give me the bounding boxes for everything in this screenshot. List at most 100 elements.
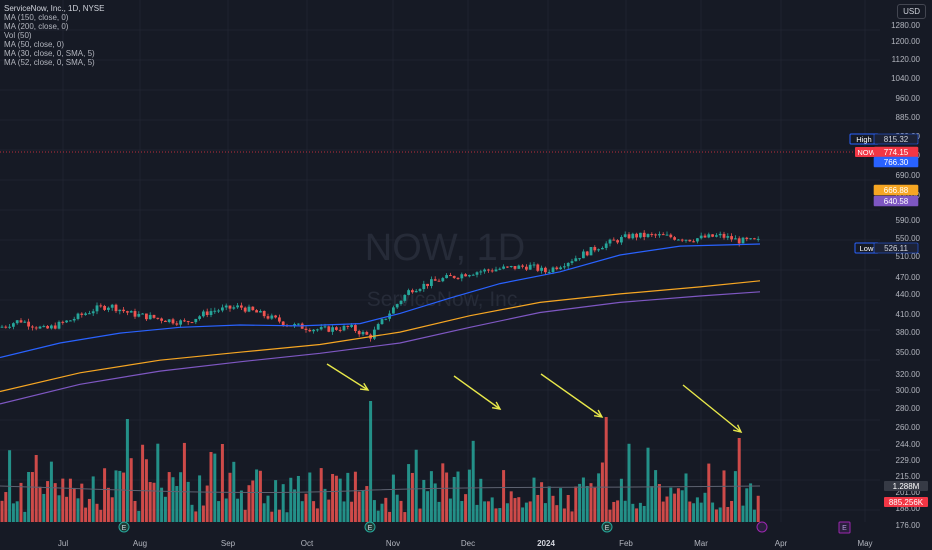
candle-body xyxy=(654,234,657,236)
candle-body xyxy=(57,321,61,329)
price-marker-value: 774.15 xyxy=(884,148,909,157)
volume-bar xyxy=(350,501,354,522)
volume-bar xyxy=(452,476,456,522)
volume-bar xyxy=(471,440,475,522)
volume-bar xyxy=(733,471,737,522)
volume-bar xyxy=(308,472,312,522)
volume-bar xyxy=(619,478,623,522)
volume-bar xyxy=(220,443,224,522)
candles xyxy=(0,230,760,342)
candle-body xyxy=(12,323,15,327)
candle-body xyxy=(570,261,574,263)
annotation-arrow xyxy=(453,375,501,410)
y-tick-label: 201.00 xyxy=(896,488,921,497)
volume-bar xyxy=(163,496,167,522)
candle-body xyxy=(61,321,65,323)
legend-line[interactable]: MA (52, close, 0, SMA, 5) xyxy=(4,58,95,67)
volume-bar xyxy=(555,505,559,522)
candle-body xyxy=(316,329,319,331)
volume-bar xyxy=(304,493,308,522)
y-tick-label: 320.00 xyxy=(896,370,921,379)
volume-bar xyxy=(547,486,551,522)
volume-bar xyxy=(106,487,110,522)
volume-bar xyxy=(714,509,718,522)
volume-bar xyxy=(737,438,741,522)
candle-body xyxy=(297,323,300,325)
volume-bar xyxy=(616,500,620,522)
candle-body xyxy=(217,310,220,312)
candle-body xyxy=(589,247,593,256)
volume-bar xyxy=(91,476,95,522)
candle-body xyxy=(198,316,201,319)
candle-body xyxy=(141,313,144,315)
legend-line[interactable]: MA (150, close, 0) xyxy=(4,13,69,22)
volume-bar xyxy=(654,470,658,522)
volume-bar xyxy=(502,470,506,522)
volume-bar xyxy=(593,487,597,522)
legend-line[interactable]: MA (50, close, 0) xyxy=(4,40,65,49)
candle-body xyxy=(209,311,213,315)
volume-bar xyxy=(600,462,604,522)
candle-body xyxy=(517,265,521,269)
candle-body xyxy=(259,311,262,313)
volume-bar xyxy=(426,491,430,522)
volume-bar xyxy=(141,444,145,522)
volume-bar xyxy=(232,461,236,522)
volume-bar xyxy=(42,493,46,522)
volume-bar xyxy=(585,486,589,522)
candle-body xyxy=(91,311,95,314)
volume-bar xyxy=(201,505,205,522)
candle-body xyxy=(175,323,179,325)
volume-bar xyxy=(209,452,213,522)
y-tick-label: 600.00 xyxy=(896,191,921,200)
candle-body xyxy=(494,269,498,272)
price-marker-value: 815.32 xyxy=(884,135,909,144)
candle-body xyxy=(566,262,570,267)
volume-bar xyxy=(95,503,99,522)
candle-body xyxy=(186,321,190,323)
volume-bar xyxy=(228,472,232,522)
legend-line[interactable]: MA (30, close, 0, SMA, 5) xyxy=(4,49,95,58)
volume-bar xyxy=(448,498,452,522)
volume-bar xyxy=(15,501,19,522)
volume-bar xyxy=(122,472,126,522)
volume-bar xyxy=(441,463,445,522)
volume-bar xyxy=(84,507,88,522)
volume-bar xyxy=(289,477,293,522)
volume-bar xyxy=(194,511,198,522)
candle-body xyxy=(232,307,236,309)
volume-bar xyxy=(388,511,392,522)
y-tick-label: 510.00 xyxy=(896,252,921,261)
currency-button[interactable]: USD xyxy=(897,4,926,19)
watermark-symbol: NOW, 1D xyxy=(365,227,525,269)
candle-body xyxy=(4,326,8,328)
price-marker-value: 640.58 xyxy=(884,197,909,206)
candle-body xyxy=(65,320,68,323)
y-tick-label: 690.00 xyxy=(896,171,921,180)
volume-bar xyxy=(597,473,601,522)
candle-body xyxy=(179,320,182,325)
volume-bar xyxy=(528,501,532,522)
candle-body xyxy=(464,274,467,277)
volume-bar xyxy=(27,471,31,522)
time-axis-bg xyxy=(0,535,932,550)
volume-bar xyxy=(327,499,331,522)
price-marker-box xyxy=(873,133,919,145)
candle-body xyxy=(342,325,346,331)
candle-body xyxy=(745,237,749,240)
volume-bar xyxy=(566,494,570,522)
legend-line[interactable]: Vol (50) xyxy=(4,31,32,40)
candle-body xyxy=(437,280,441,282)
legend-line[interactable]: MA (200, close, 0) xyxy=(4,22,69,31)
candle-body xyxy=(502,266,505,269)
volume-bar xyxy=(80,483,84,522)
candle-body xyxy=(319,327,323,330)
candle-body xyxy=(547,272,551,274)
upcoming-earnings-label: E xyxy=(842,525,847,532)
volume-bar xyxy=(391,474,395,522)
volume-bar xyxy=(699,502,703,522)
candle-body xyxy=(164,320,167,323)
x-tick-label: Oct xyxy=(301,539,314,548)
price-marker-value: 766.30 xyxy=(884,158,909,167)
